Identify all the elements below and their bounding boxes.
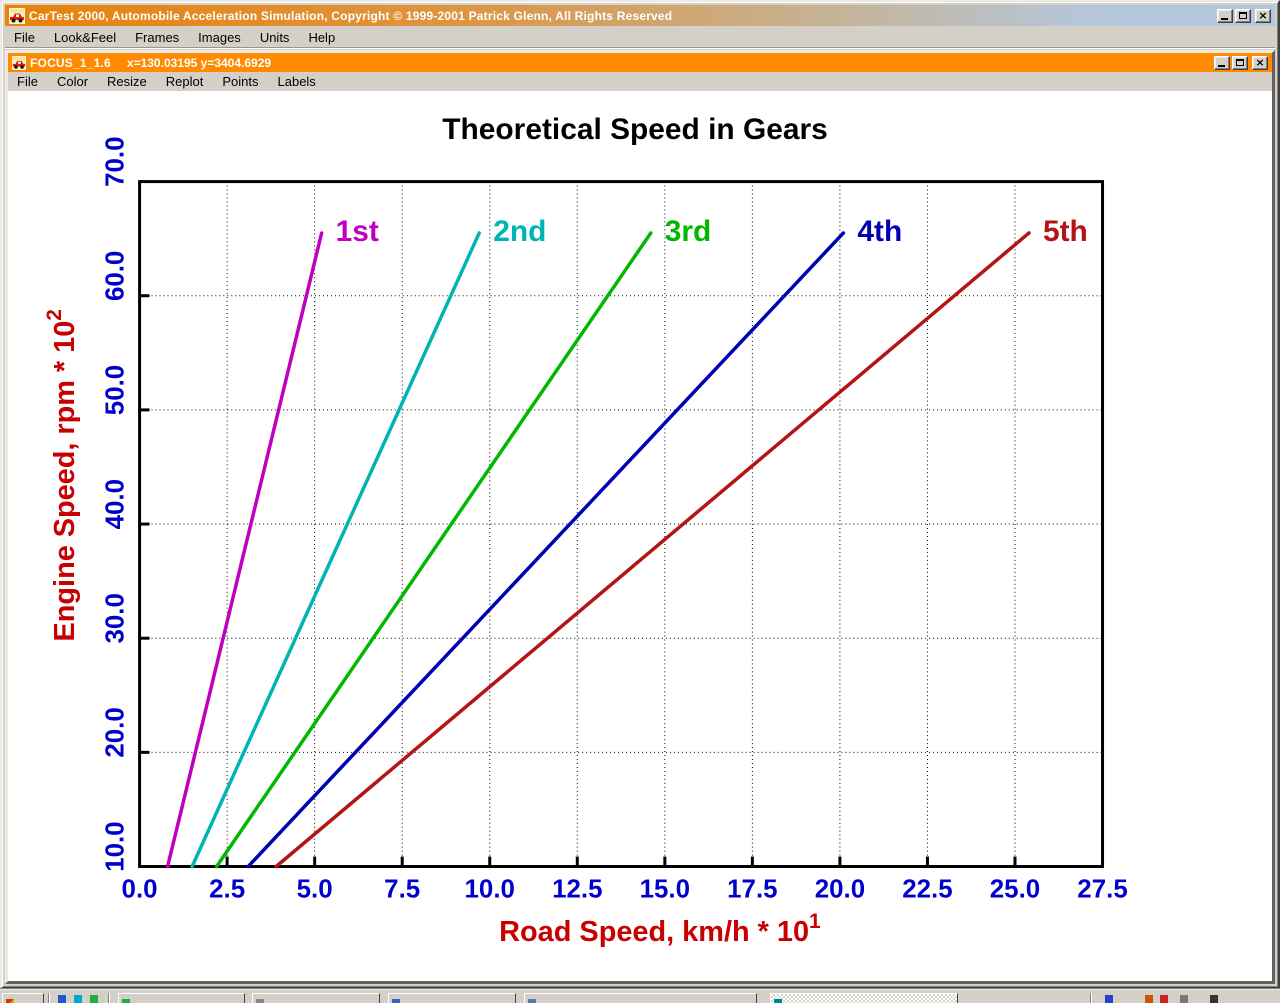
minimize-button[interactable] bbox=[1214, 55, 1230, 70]
series-label-5th: 5th bbox=[1043, 215, 1088, 248]
y-tick-label: 70.0 bbox=[102, 136, 130, 186]
tray-icon[interactable] bbox=[1180, 995, 1188, 1003]
y-tick-label: 20.0 bbox=[102, 707, 130, 757]
close-button[interactable]: × bbox=[1255, 8, 1271, 23]
chart-canvas: 1st 2nd 3rd 4th 5th 0.0 2.5 5.0 7.5 10.0 12.5 15.0 1… bbox=[43, 113, 1128, 948]
y-tick-label: 60.0 bbox=[102, 251, 130, 301]
car-icon[interactable] bbox=[9, 7, 25, 24]
menu-item-images[interactable]: Images bbox=[198, 30, 241, 45]
minimize-icon bbox=[1218, 64, 1225, 67]
x-tick-label: 20.0 bbox=[815, 875, 865, 903]
app-title: CarTest 2000, Automobile Acceleration Si… bbox=[29, 8, 673, 23]
plot-titlebar[interactable]: FOCUS_1_1.6 x=130.03195 y=3404.6929 × bbox=[8, 53, 1272, 72]
task-button-active[interactable] bbox=[770, 993, 958, 1003]
series-line-3rd bbox=[214, 231, 653, 869]
minimize-button[interactable] bbox=[1217, 8, 1233, 23]
taskbar bbox=[0, 989, 1280, 1003]
close-icon: × bbox=[1255, 55, 1265, 69]
quick-launch-icon[interactable] bbox=[58, 995, 66, 1003]
menu-item-points[interactable]: Points bbox=[222, 74, 259, 89]
x-axis-label: Road Speed, km/h * 101 bbox=[499, 910, 821, 948]
y-tick-label: 10.0 bbox=[102, 821, 130, 871]
chart-area: 1st 2nd 3rd 4th 5th 0.0 2.5 5.0 7.5 10.0 12.5 15.0 1… bbox=[8, 91, 1272, 981]
menu-item-units[interactable]: Units bbox=[259, 30, 290, 45]
task-icon bbox=[528, 999, 536, 1003]
series-line-2nd bbox=[190, 231, 481, 869]
tray-icon[interactable] bbox=[1210, 995, 1218, 1003]
menu-item-frames[interactable]: Frames bbox=[135, 30, 180, 45]
y-tick-label: 40.0 bbox=[102, 479, 130, 529]
maximize-icon bbox=[1236, 59, 1244, 66]
series-label-3rd: 3rd bbox=[665, 215, 712, 248]
task-icon bbox=[392, 999, 400, 1003]
y-tick-label: 30.0 bbox=[102, 593, 130, 643]
series-line-1st bbox=[165, 231, 324, 869]
quick-launch-icon[interactable] bbox=[90, 995, 98, 1003]
task-button[interactable] bbox=[118, 993, 245, 1003]
minimize-icon bbox=[1221, 17, 1228, 20]
x-tick-label: 17.5 bbox=[727, 875, 777, 903]
x-tick-label: 12.5 bbox=[552, 875, 602, 903]
menu-item-labels[interactable]: Labels bbox=[277, 74, 316, 89]
series-line-4th bbox=[246, 231, 846, 869]
x-tick-label: 2.5 bbox=[209, 875, 245, 903]
plot-window-title: FOCUS_1_1.6 bbox=[30, 55, 111, 70]
chart-title: Theoretical Speed in Gears bbox=[442, 113, 827, 146]
close-button[interactable]: × bbox=[1252, 55, 1268, 70]
x-tick-label: 0.0 bbox=[122, 875, 158, 903]
tray-icon[interactable] bbox=[1145, 995, 1153, 1003]
task-icon bbox=[256, 999, 264, 1003]
close-icon: × bbox=[1258, 8, 1268, 22]
task-button[interactable] bbox=[252, 993, 380, 1003]
x-tick-label: 27.5 bbox=[1077, 875, 1127, 903]
app-titlebar[interactable]: CarTest 2000, Automobile Acceleration Si… bbox=[5, 5, 1275, 26]
x-tick-label: 22.5 bbox=[902, 875, 952, 903]
tray-icon[interactable] bbox=[1160, 995, 1168, 1003]
x-tick-label: 15.0 bbox=[640, 875, 690, 903]
car-icon[interactable] bbox=[12, 55, 26, 70]
x-tick-label: 10.0 bbox=[465, 875, 515, 903]
series-label-1st: 1st bbox=[336, 215, 379, 248]
plot-menubar: File Color Resize Replot Points Labels bbox=[8, 72, 1272, 91]
task-icon bbox=[122, 999, 130, 1003]
series-label-2nd: 2nd bbox=[493, 215, 546, 248]
y-tick-label: 50.0 bbox=[102, 365, 130, 415]
menu-item-look-feel[interactable]: Look&Feel bbox=[53, 30, 117, 45]
x-tick-label: 25.0 bbox=[990, 875, 1040, 903]
maximize-button[interactable] bbox=[1235, 8, 1251, 23]
plot-border bbox=[138, 180, 1105, 869]
task-button[interactable] bbox=[524, 993, 757, 1003]
menu-item-file[interactable]: File bbox=[14, 30, 35, 45]
tray-icon[interactable] bbox=[1105, 995, 1113, 1003]
x-tick-label: 7.5 bbox=[384, 875, 420, 903]
menu-item-resize[interactable]: Resize bbox=[107, 74, 147, 89]
menu-item-file[interactable]: File bbox=[17, 74, 38, 89]
app-menubar: File Look&Feel Frames Images Units Help bbox=[5, 28, 1275, 48]
series-line-5th bbox=[274, 231, 1031, 869]
start-button[interactable] bbox=[2, 993, 44, 1003]
task-icon bbox=[774, 999, 782, 1003]
y-axis-label: Engine Speed, rpm * 102 bbox=[43, 309, 81, 641]
x-tick-label: 5.0 bbox=[297, 875, 333, 903]
cursor-coordinates-readout: x=130.03195 y=3404.6929 bbox=[126, 55, 272, 70]
quick-launch-icon[interactable] bbox=[74, 995, 82, 1003]
menu-item-color[interactable]: Color bbox=[56, 74, 89, 89]
task-button[interactable] bbox=[388, 993, 516, 1003]
series-label-4th: 4th bbox=[857, 215, 902, 248]
menu-item-help[interactable]: Help bbox=[308, 30, 336, 45]
menu-item-replot[interactable]: Replot bbox=[165, 74, 204, 89]
windows-logo-icon bbox=[6, 999, 14, 1003]
plot-window: FOCUS_1_1.6 x=130.03195 y=3404.6929 × Fi… bbox=[5, 50, 1275, 984]
maximize-button[interactable] bbox=[1232, 55, 1248, 70]
maximize-icon bbox=[1239, 12, 1247, 19]
